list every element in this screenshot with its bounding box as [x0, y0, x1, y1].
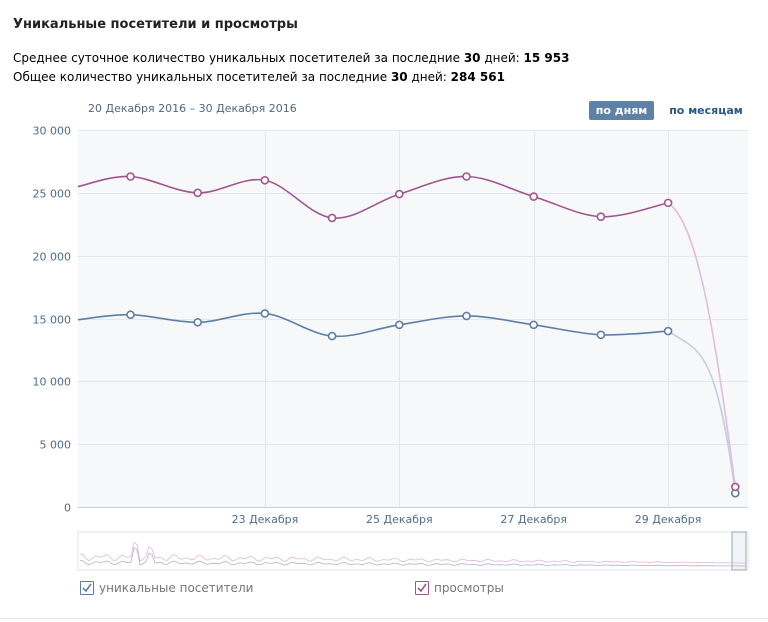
line-chart: 0 5 000 10 000 15 000 20 000 25 000 30 000 23 Д… [33, 125, 749, 571]
views-checkbox[interactable] [415, 581, 429, 595]
series-0-point [596, 330, 606, 340]
series-1-point [260, 175, 270, 185]
average-visitors-stat: Среднее суточное количество уникальных п… [13, 51, 569, 65]
total-visitors-days: 30 [390, 70, 408, 84]
average-visitors-value: 15 953 [523, 51, 570, 65]
series-0-point [126, 310, 135, 320]
series-0-point [663, 326, 673, 336]
total-visitors-text: Общее количество уникальных посетителей … [13, 70, 391, 84]
series-1-point [462, 172, 471, 181]
average-visitors-days-suffix: дней: [480, 51, 524, 65]
series-line-faded-1 [667, 202, 737, 487]
x-tick-label: 25 Декабря [366, 513, 433, 526]
series-line-0 [77, 312, 669, 338]
average-visitors-text: Среднее суточное количество уникальных п… [13, 51, 464, 65]
y-tick-label: 10 000 [33, 376, 72, 389]
series-0-point [327, 331, 337, 341]
total-visitors-stat: Общее количество уникальных посетителей … [13, 70, 505, 84]
y-tick-label: 25 000 [33, 188, 72, 201]
x-tick-label: 23 Декабря [232, 513, 299, 526]
x-tick-label: 29 Декабря [635, 513, 702, 526]
navigator-visitors-line [79, 547, 746, 567]
total-visitors-value: 284 561 [450, 70, 505, 84]
series-1-point [193, 188, 202, 198]
date-range: 20 Декабря 2016 – 30 Декабря 2016 [88, 102, 297, 115]
by-months-button[interactable]: по месяцам [669, 104, 743, 117]
series-0-point [193, 317, 202, 327]
series-1-point [730, 482, 740, 492]
series-0-point [260, 309, 270, 318]
navigator-selection [731, 531, 747, 571]
average-visitors-days: 30 [463, 51, 481, 65]
legend-visitors-toggle[interactable]: уникальные посетители [80, 581, 253, 595]
series-1-point [596, 212, 606, 222]
total-visitors-days-suffix: дней: [407, 70, 451, 84]
visitors-checkbox[interactable] [80, 581, 94, 595]
x-tick-label: 27 Декабря [500, 513, 567, 526]
chart-title: Уникальные посетители и просмотры [13, 17, 298, 32]
legend-visitors-label: уникальные посетители [99, 581, 254, 595]
legend-views-toggle[interactable]: просмотры [415, 581, 504, 595]
divider [0, 618, 768, 619]
plot-area [78, 130, 748, 507]
y-tick-label: 0 [64, 502, 71, 515]
y-tick-label: 15 000 [33, 314, 72, 327]
series-1-point [529, 192, 539, 201]
y-tick-label: 30 000 [33, 125, 72, 138]
series-1-point [663, 198, 673, 208]
checkmark-icon [82, 583, 92, 593]
y-tick-label: 5 000 [40, 439, 72, 452]
series-1-point [126, 172, 135, 181]
navigator-views-line [79, 541, 746, 564]
series-1-point [327, 213, 337, 223]
series-1-point [394, 189, 404, 199]
series-line-1 [77, 175, 669, 219]
series-0-point [394, 320, 404, 330]
y-tick-label: 20 000 [33, 251, 72, 264]
legend-views-label: просмотры [434, 581, 504, 595]
series-line-faded-0 [667, 330, 737, 494]
navigator [77, 531, 749, 571]
checkmark-icon [417, 583, 427, 593]
series-0-point [462, 311, 471, 321]
series-0-point [529, 320, 539, 330]
by-days-button[interactable]: по дням [589, 101, 654, 120]
